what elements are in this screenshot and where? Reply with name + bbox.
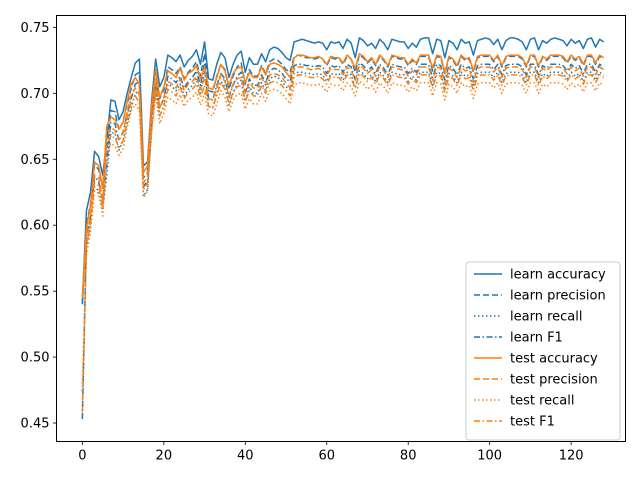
x-tick-label: 0 bbox=[78, 449, 86, 464]
axes-frame bbox=[56, 15, 626, 442]
series-line-learn-precision bbox=[81, 53, 605, 305]
legend-label: test accuracy bbox=[510, 352, 598, 367]
legend: learn accuracy learn precision learn recal… bbox=[465, 261, 621, 441]
legend-label: learn accuracy bbox=[510, 268, 606, 283]
x-tick-label: 80 bbox=[400, 449, 417, 464]
series-line-test-f1 bbox=[81, 72, 605, 413]
legend-label: learn F1 bbox=[510, 331, 563, 346]
plot-area bbox=[81, 37, 605, 420]
y-tick-label: 0.65 bbox=[21, 153, 50, 168]
x-axis: 0 20 40 60 80 100 120 bbox=[78, 441, 584, 464]
y-axis: 0.45 0.50 0.55 0.60 0.65 0.70 0.75 bbox=[21, 21, 57, 432]
x-tick-label: 20 bbox=[156, 449, 173, 464]
y-tick-label: 0.45 bbox=[21, 417, 50, 432]
y-tick-label: 0.70 bbox=[21, 87, 50, 102]
series-line-learn-accuracy bbox=[81, 37, 605, 304]
x-tick-label: 100 bbox=[477, 449, 502, 464]
legend-label: test F1 bbox=[510, 415, 555, 430]
series-line-test-precision bbox=[81, 64, 605, 297]
legend-label: test recall bbox=[510, 394, 575, 409]
y-tick-label: 0.60 bbox=[21, 219, 50, 234]
x-tick-label: 120 bbox=[559, 449, 584, 464]
x-tick-label: 60 bbox=[318, 449, 335, 464]
legend-label: test precision bbox=[510, 373, 598, 388]
y-tick-label: 0.55 bbox=[21, 285, 50, 300]
x-tick-label: 40 bbox=[237, 449, 254, 464]
legend-box bbox=[465, 261, 621, 441]
series-line-learn-f1 bbox=[81, 62, 605, 420]
legend-label: learn precision bbox=[510, 289, 606, 304]
series-line-test-accuracy bbox=[81, 53, 605, 298]
legend-label: learn recall bbox=[510, 310, 582, 325]
y-tick-label: 0.75 bbox=[21, 21, 50, 36]
y-tick-label: 0.50 bbox=[21, 351, 50, 366]
